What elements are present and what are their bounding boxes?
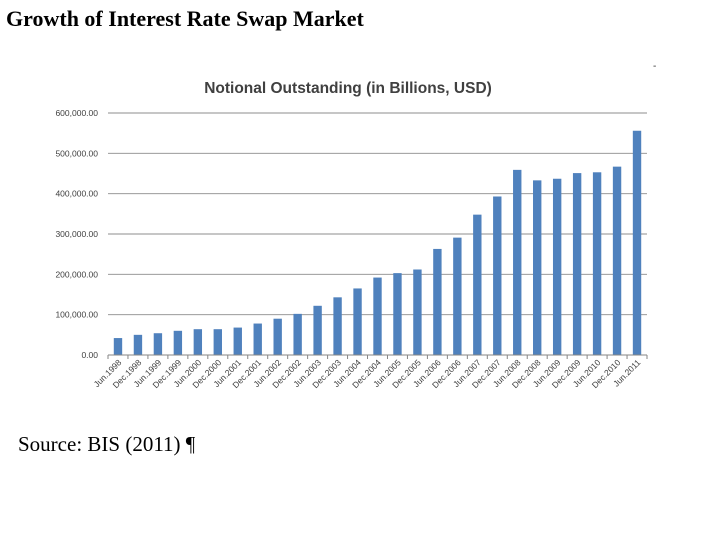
chart-title: Notional Outstanding (in Billions, USD) [204,80,492,97]
bar [552,178,562,355]
bar [133,334,143,355]
bar [333,297,342,355]
bar [533,180,542,355]
y-tick-label: 300,000.00 [55,229,98,239]
bar [213,329,222,355]
bar [233,327,242,355]
bar [253,323,262,355]
y-tick-label: 400,000.00 [55,189,98,199]
bar [453,237,462,355]
bar [113,338,123,355]
bar [153,333,163,355]
bars [113,130,642,355]
y-tick-label: 100,000.00 [55,310,98,320]
y-tick-label: 600,000.00 [55,108,98,118]
bar [592,172,602,355]
bar [632,130,642,355]
bar [373,277,382,355]
bar [353,288,362,355]
bar [513,169,522,355]
source-note: Source: BIS (2011) ¶ [18,432,196,456]
y-tick-label: 0.00 [81,350,98,360]
slide-title: Growth of Interest Rate Swap Market [6,6,364,31]
bar [293,313,302,355]
bar [193,329,203,355]
bar [433,248,442,355]
bar [313,305,322,355]
bar [393,273,402,355]
bar [173,330,183,355]
corner-mark: - [653,61,657,72]
bar [612,166,622,355]
y-tick-label: 500,000.00 [55,148,98,158]
y-axis-ticks: 0.00 100,000.00 200,000.00 300,000.00 400,00… [55,108,98,360]
bar [273,318,282,355]
bar [413,269,422,355]
y-tick-label: 200,000.00 [55,269,98,279]
bar [572,173,582,355]
bar [473,214,482,355]
bar [493,196,502,355]
notional-outstanding-chart: Notional Outstanding (in Billions, USD) … [40,68,660,408]
